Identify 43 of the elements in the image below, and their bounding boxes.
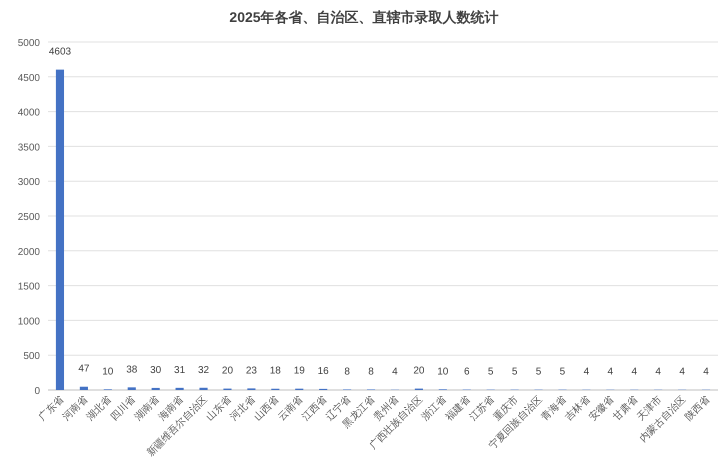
data-label: 4 xyxy=(392,366,398,378)
data-label: 4 xyxy=(679,366,686,378)
y-tick-label: 2000 xyxy=(18,246,40,258)
y-tick-label: 4000 xyxy=(18,108,40,119)
data-label: 4 xyxy=(631,366,638,378)
data-label: 19 xyxy=(294,366,306,377)
data-label: 5 xyxy=(560,366,566,378)
data-label: 18 xyxy=(270,366,282,377)
data-label: 4 xyxy=(584,366,590,378)
data-label: 6 xyxy=(464,366,470,378)
y-tick-label: 0 xyxy=(34,386,40,397)
y-tick-label: 3500 xyxy=(18,142,40,154)
data-label: 16 xyxy=(318,366,330,377)
bar xyxy=(56,70,64,390)
data-label: 4 xyxy=(655,366,662,378)
data-label: 20 xyxy=(413,366,425,377)
y-tick-label: 4500 xyxy=(18,72,40,84)
data-label: 10 xyxy=(102,366,114,378)
data-label: 8 xyxy=(344,366,350,378)
y-tick-label: 2500 xyxy=(18,212,40,223)
data-label: 10 xyxy=(437,366,449,378)
data-label: 4 xyxy=(608,366,614,378)
data-label: 5 xyxy=(488,366,494,378)
data-label: 47 xyxy=(78,364,90,375)
data-label: 5 xyxy=(512,366,518,378)
y-tick-label: 3000 xyxy=(18,177,40,188)
data-label: 4 xyxy=(703,366,710,378)
data-label: 32 xyxy=(198,364,210,376)
data-label: 38 xyxy=(126,364,138,376)
chart-title: 2025年各省、自治区、直辖市录取人数统计 xyxy=(229,9,499,25)
data-label: 5 xyxy=(536,366,542,378)
bar xyxy=(128,387,136,390)
data-label: 30 xyxy=(150,364,162,376)
y-tick-label: 1000 xyxy=(18,316,40,328)
y-tick-label: 1500 xyxy=(18,282,40,293)
y-tick-label: 5000 xyxy=(18,38,40,49)
y-tick-label: 500 xyxy=(23,351,40,362)
bar xyxy=(80,386,88,390)
data-label: 4603 xyxy=(48,46,72,58)
data-label: 31 xyxy=(174,364,186,376)
data-label: 23 xyxy=(246,365,258,376)
data-label: 20 xyxy=(222,366,234,377)
data-label: 8 xyxy=(368,366,374,378)
